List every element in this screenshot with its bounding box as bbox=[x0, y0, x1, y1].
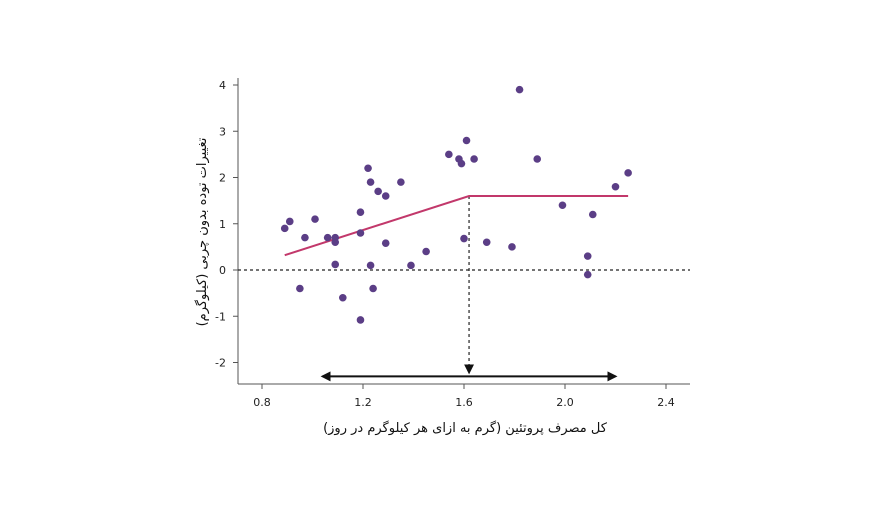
data-point bbox=[422, 247, 430, 256]
data-point bbox=[296, 284, 304, 293]
y-ticks: 4 3 2 1 0 -1 -2 bbox=[215, 79, 238, 370]
data-point bbox=[331, 233, 340, 242]
data-point bbox=[364, 164, 372, 173]
x-tick-label: 1.2 bbox=[354, 396, 372, 409]
y-tick-label: 3 bbox=[219, 125, 226, 138]
data-point bbox=[356, 229, 365, 237]
y-tick-label: 4 bbox=[219, 79, 226, 92]
data-point bbox=[588, 210, 597, 219]
x-axis-title: کل مصرف پروتئین (گرم به ازای هر کیلوگرم … bbox=[323, 420, 608, 436]
data-point bbox=[285, 217, 294, 226]
x-tick-label: 2.0 bbox=[556, 396, 574, 409]
x-tick-label: 1.6 bbox=[455, 396, 473, 409]
data-point bbox=[624, 169, 632, 177]
scatter-points bbox=[280, 85, 632, 324]
axes bbox=[237, 78, 690, 385]
data-point bbox=[462, 136, 471, 145]
y-tick-label: 2 bbox=[219, 172, 226, 185]
data-point bbox=[457, 159, 466, 168]
data-point bbox=[460, 234, 468, 243]
data-point bbox=[381, 192, 390, 200]
x-ticks: 0.8 1.2 1.6 2.0 2.4 bbox=[253, 384, 675, 409]
data-point bbox=[356, 208, 365, 216]
data-point bbox=[311, 215, 319, 223]
data-point bbox=[381, 239, 390, 247]
data-point bbox=[558, 201, 567, 210]
data-point bbox=[508, 243, 516, 251]
data-point bbox=[470, 155, 478, 163]
x-tick-label: 0.8 bbox=[253, 396, 271, 409]
x-tick-label: 2.4 bbox=[657, 396, 675, 409]
data-point bbox=[339, 293, 347, 302]
data-point bbox=[397, 178, 405, 186]
data-point bbox=[583, 252, 592, 260]
data-point bbox=[374, 187, 382, 196]
trend-line bbox=[284, 195, 629, 257]
data-point bbox=[583, 270, 592, 279]
y-tick-label: 0 bbox=[219, 264, 226, 277]
data-point bbox=[369, 284, 377, 293]
data-point bbox=[533, 155, 542, 163]
data-point bbox=[445, 150, 453, 159]
data-point bbox=[356, 316, 365, 324]
data-point bbox=[515, 85, 524, 94]
y-tick-label: -1 bbox=[215, 310, 226, 323]
data-point bbox=[482, 238, 491, 247]
data-point bbox=[301, 233, 309, 242]
y-axis-title: تغییرات توده بدون چربی (کیلوگرم) bbox=[194, 137, 210, 326]
data-point bbox=[280, 224, 289, 233]
y-tick-label: -2 bbox=[215, 357, 226, 370]
y-tick-label: 1 bbox=[219, 218, 226, 231]
data-point bbox=[323, 233, 332, 242]
data-point bbox=[331, 260, 340, 269]
data-point bbox=[407, 261, 415, 270]
data-point bbox=[366, 261, 375, 270]
data-point bbox=[366, 178, 375, 186]
data-point bbox=[611, 182, 620, 191]
